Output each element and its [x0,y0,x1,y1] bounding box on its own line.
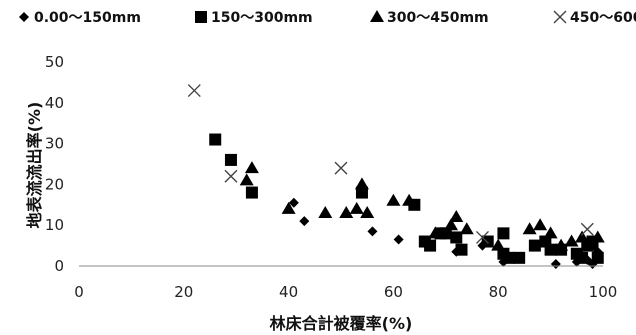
y-tick-label: 40 [45,94,64,112]
x-tick-label: 40 [279,283,298,301]
legend-label: 450～600mm [570,10,636,26]
legend-item: 150～300mm [195,10,313,26]
data-point [449,210,464,223]
data-point [475,230,489,244]
data-point [402,193,417,206]
data-point [318,205,333,218]
data-point [224,169,238,183]
data-point [513,251,526,264]
data-point [334,161,348,175]
data-point [439,227,452,240]
data-point [349,201,364,214]
data-point [244,161,259,174]
data-point [580,222,594,236]
legend-label: 150～300mm [211,10,313,26]
data-point [550,258,561,269]
data-point [187,84,201,98]
legend-item: 0.00～150mm [19,10,141,26]
data-point [502,251,515,264]
data-point [393,234,404,245]
legend-marker [19,12,29,22]
data-point [497,227,510,240]
data-point [281,201,296,214]
legend-label: 300～450mm [387,10,489,26]
series-triangle [239,161,605,251]
data-point [543,226,558,239]
data-point [354,177,369,190]
legend-item: 450～600mm [553,10,636,26]
data-point [554,238,569,251]
chart-legend: 0.00～150mm 150～300mm 300～450mm 450～600mm [19,10,636,26]
y-tick-label: 50 [45,53,64,71]
data-point [533,218,548,231]
data-point [339,205,354,218]
data-point [299,216,310,227]
data-point [386,193,401,206]
data-point [355,186,368,199]
plot-area [187,84,605,269]
x-tick-label: 100 [589,283,618,301]
data-point [591,251,604,264]
y-tick-labels: 0 10 20 30 40 50 [45,53,64,275]
data-point [360,205,375,218]
data-point [367,226,378,237]
x-axis-label: 林床合計被覆率(%) [270,314,413,333]
data-point [528,239,541,252]
data-point [576,251,589,264]
x-tick-label: 60 [384,283,403,301]
data-point [245,186,258,199]
legend-label: 0.00～150mm [34,10,141,26]
legend-item: 300～450mm [370,10,489,26]
data-point [522,222,537,235]
x-tick-label: 20 [174,283,193,301]
data-point [239,173,254,186]
data-point [590,230,605,243]
data-point [585,238,600,251]
data-point [444,218,459,231]
data-point [564,234,579,247]
y-tick-label: 30 [45,135,64,153]
data-point [491,238,506,251]
data-point [288,197,299,208]
legend-marker [370,10,384,22]
y-axis-label: 地表流流出率(%) [25,102,44,229]
y-tick-label: 0 [54,257,64,275]
series-x [187,84,594,244]
x-tick-label: 0 [74,283,84,301]
legend-marker [195,11,207,23]
data-point [481,235,494,248]
y-tick-label: 20 [45,175,64,193]
data-point [544,243,557,256]
x-tick-labels: 0 20 40 60 80 100 [74,283,617,301]
data-point [424,239,437,252]
data-point [455,243,468,256]
y-tick-label: 10 [45,216,64,234]
data-point [209,133,222,146]
data-point [459,222,474,235]
x-tick-label: 80 [489,283,508,301]
data-point [575,230,590,243]
data-point [428,226,443,239]
data-point [450,231,463,244]
legend-marker [553,10,567,24]
data-point [224,153,237,166]
